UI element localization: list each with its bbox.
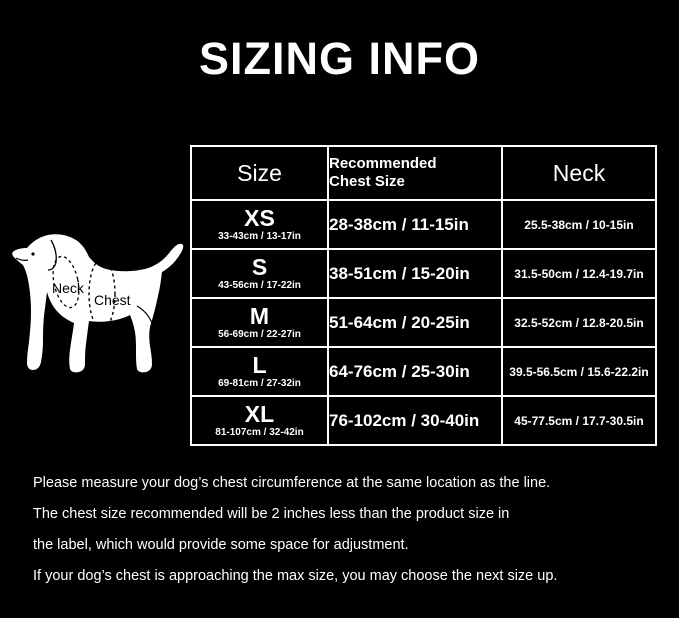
- cell-chest: 51-64cm / 20-25in: [327, 297, 503, 348]
- page-title: SIZING INFO: [199, 33, 480, 84]
- note-line: Please measure your dog’s chest circumfe…: [33, 475, 551, 491]
- cell-size: S 43-56cm / 17-22in: [190, 248, 329, 299]
- table-header-row: Size Recommended Chest Size Neck: [190, 145, 657, 201]
- cell-neck: 25.5-38cm / 10-15in: [501, 199, 657, 250]
- cell-chest: 38-51cm / 15-20in: [327, 248, 503, 299]
- column-header-neck: Neck: [501, 145, 657, 201]
- cell-size: L 69-81cm / 27-32in: [190, 346, 329, 397]
- dog-ear: [47, 239, 57, 271]
- size-sub-label: 56-69cm / 22-27in: [218, 329, 301, 340]
- cell-size: M 56-69cm / 22-27in: [190, 297, 329, 348]
- neck-measure-line: [52, 255, 80, 309]
- table-row: L 69-81cm / 27-32in 64-76cm / 25-30in 39…: [190, 346, 657, 397]
- table-row: XS 33-43cm / 13-17in 28-38cm / 11-15in 2…: [190, 199, 657, 250]
- size-label: L: [252, 352, 267, 378]
- size-sub-label: 43-56cm / 17-22in: [218, 280, 301, 291]
- size-sub-label: 81-107cm / 32-42in: [215, 427, 304, 438]
- cell-chest: 76-102cm / 30-40in: [327, 395, 503, 446]
- cell-chest: 64-76cm / 25-30in: [327, 346, 503, 397]
- column-header-chest: Recommended Chest Size: [327, 145, 503, 201]
- size-label: XS: [244, 205, 275, 231]
- dog-silhouette-illustration: Neck Chest: [6, 222, 191, 387]
- note-line: If your dog’s chest is approaching the m…: [33, 568, 558, 584]
- size-label: XL: [244, 401, 275, 427]
- table-row: M 56-69cm / 22-27in 51-64cm / 20-25in 32…: [190, 297, 657, 348]
- dog-haunch-line: [136, 305, 153, 324]
- column-header-chest-line2: Chest Size: [329, 173, 405, 190]
- table-row: XL 81-107cm / 32-42in 76-102cm / 30-40in…: [190, 395, 657, 446]
- column-header-size: Size: [190, 145, 329, 201]
- cell-neck: 45-77.5cm / 17.7-30.5in: [501, 395, 657, 446]
- neck-label: Neck: [52, 280, 85, 296]
- dog-eye: [31, 252, 35, 256]
- cell-neck: 31.5-50cm / 12.4-19.7in: [501, 248, 657, 299]
- cell-chest: 28-38cm / 11-15in: [327, 199, 503, 250]
- size-sub-label: 69-81cm / 27-32in: [218, 378, 301, 389]
- size-label: S: [251, 254, 268, 280]
- cell-size: XS 33-43cm / 13-17in: [190, 199, 329, 250]
- dog-leg-separation: [120, 318, 129, 371]
- dog-body-shape: [12, 234, 184, 373]
- cell-neck: 39.5-56.5cm / 15.6-22.2in: [501, 346, 657, 397]
- note-line: The chest size recommended will be 2 inc…: [33, 506, 510, 522]
- dog-muzzle-line: [15, 257, 29, 261]
- size-label: M: [249, 303, 270, 329]
- column-header-chest-line1: Recommended: [329, 155, 437, 172]
- table-row: S 43-56cm / 17-22in 38-51cm / 15-20in 31…: [190, 248, 657, 299]
- size-sub-label: 33-43cm / 13-17in: [218, 231, 301, 242]
- chest-measure-line: [88, 258, 116, 330]
- sizing-table: Size Recommended Chest Size Neck XS 33-4…: [190, 145, 657, 446]
- cell-size: XL 81-107cm / 32-42in: [190, 395, 329, 446]
- footer-notes: Please measure your dog’s chest circumfe…: [33, 468, 653, 592]
- chest-label: Chest: [94, 292, 131, 308]
- note-line: the label, which would provide some spac…: [33, 537, 409, 553]
- cell-neck: 32.5-52cm / 12.8-20.5in: [501, 297, 657, 348]
